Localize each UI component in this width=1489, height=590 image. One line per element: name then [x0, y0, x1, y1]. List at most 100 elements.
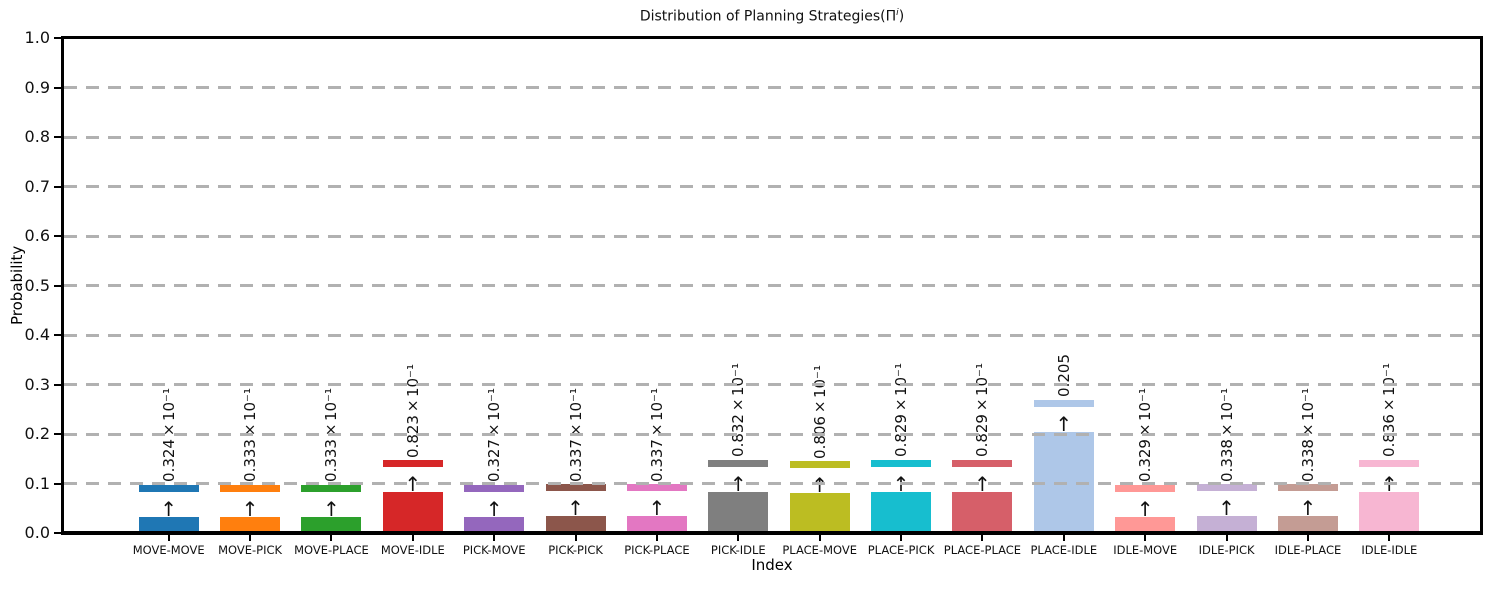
x-tick-label: MOVE-IDLE: [380, 543, 445, 557]
y-tick-mark: [54, 334, 62, 336]
y-tick-label: 0.9: [24, 77, 50, 97]
bar-marker: [1033, 399, 1094, 407]
bar: [220, 516, 281, 533]
bar-marker: [871, 459, 932, 467]
chart-title: Distribution of Planning Strategies(Πi): [64, 8, 1480, 25]
bar: [138, 516, 199, 533]
bar-marker: [1277, 484, 1338, 492]
y-tick-label: 0.8: [24, 127, 50, 146]
x-tick-label: IDLE-PICK: [1198, 543, 1255, 557]
annotation-arrow-icon: ↑: [567, 496, 584, 521]
x-tick: [737, 535, 740, 541]
x-tick-label: PICK-IDLE: [710, 543, 766, 557]
bar: [952, 491, 1013, 533]
bar-marker: [708, 459, 769, 467]
annotation-arrow-icon: ↑: [241, 496, 259, 521]
x-tick: [1144, 535, 1147, 541]
bar-value-label: 0.806×10⁻¹: [810, 364, 829, 459]
bar: [789, 493, 850, 533]
x-tick: [330, 535, 333, 541]
bar-marker: [1115, 484, 1176, 492]
bar: [1196, 516, 1257, 533]
y-tick-mark: [54, 532, 62, 534]
y-tick-label: 0.1: [24, 473, 50, 493]
x-tick-label: PICK-PLACE: [624, 543, 690, 557]
right-spine: [1480, 36, 1483, 535]
x-tick-label: PLACE-MOVE: [782, 543, 857, 557]
y-tick-mark: [54, 185, 62, 188]
bar-marker: [626, 484, 687, 492]
x-tick: [1062, 535, 1065, 541]
chart-title-superscript: i: [896, 8, 899, 18]
y-tick-mark: [54, 482, 62, 485]
bar-marker: [1196, 484, 1257, 492]
y-tick-mark: [54, 86, 62, 89]
top-spine: [61, 36, 1482, 39]
gridline: [64, 432, 1480, 436]
bar-marker: [464, 484, 525, 492]
gridline: [64, 86, 1480, 89]
gridline: [64, 482, 1480, 485]
gridline: [64, 234, 1480, 238]
gridline: [64, 333, 1480, 337]
annotation-arrow-icon: ↑: [811, 473, 829, 498]
x-tick-label: PLACE-PICK: [867, 543, 935, 557]
x-tick: [1388, 535, 1391, 541]
y-tick-label: 0.0: [24, 523, 50, 542]
y-tick-label: 0.2: [24, 424, 50, 443]
bottom-spine: [61, 531, 1482, 535]
y-tick-mark: [54, 37, 62, 39]
bar-marker: [789, 461, 850, 469]
y-tick-mark: [54, 433, 62, 435]
bar-value-label: 0.832×10⁻¹: [729, 363, 748, 458]
gridline: [64, 135, 1480, 139]
y-tick-mark: [54, 383, 62, 386]
bar: [301, 516, 362, 533]
bar: [1359, 491, 1420, 533]
gridline: [64, 383, 1480, 386]
annotation-arrow-icon: ↑: [1136, 496, 1154, 521]
y-tick-mark: [54, 284, 62, 287]
bar: [464, 516, 525, 533]
annotation-arrow-icon: ↑: [485, 496, 503, 521]
x-tick: [167, 535, 170, 541]
bar: [626, 516, 687, 533]
bar-marker: [952, 459, 1013, 467]
x-tick: [1225, 535, 1228, 541]
annotation-arrow-icon: ↑: [1218, 496, 1235, 521]
x-tick: [981, 535, 984, 541]
y-tick-label: 0.6: [24, 226, 50, 245]
x-tick-label: PLACE-PLACE: [943, 543, 1022, 557]
x-tick: [493, 535, 496, 541]
x-tick: [574, 535, 577, 541]
y-tick-label: 0.5: [24, 275, 50, 295]
bar-marker: [382, 460, 443, 468]
x-tick-label: IDLE-PLACE: [1274, 543, 1342, 557]
x-tick-label: PICK-MOVE: [462, 543, 526, 557]
y-tick-label: 1.0: [24, 28, 50, 47]
bar-value-label: 0.205: [1054, 354, 1073, 398]
bar: [382, 492, 443, 533]
y-tick-mark: [54, 235, 62, 237]
x-tick: [249, 535, 252, 541]
x-tick-label: MOVE-MOVE: [132, 543, 205, 557]
bar-marker: [301, 484, 362, 492]
y-tick-label: 0.3: [24, 374, 50, 394]
bar-marker: [220, 484, 281, 492]
chart-title-close: ): [898, 8, 905, 25]
y-tick-label: 0.7: [24, 176, 50, 196]
x-tick: [411, 535, 414, 541]
